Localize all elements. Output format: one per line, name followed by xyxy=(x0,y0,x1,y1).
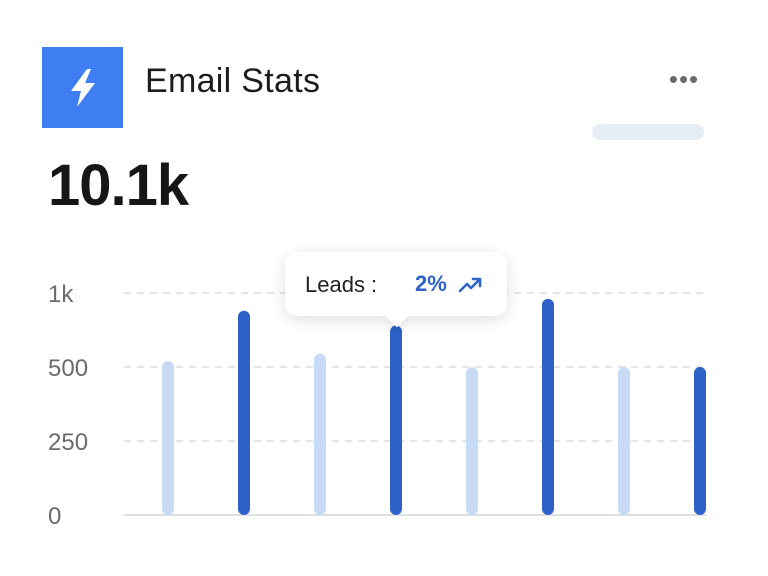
trending-up-icon xyxy=(458,277,482,293)
more-options-button[interactable]: ••• xyxy=(664,64,704,94)
bar[interactable] xyxy=(238,310,250,515)
y-tick-label: 500 xyxy=(48,355,88,382)
y-tick-label: 1k xyxy=(48,281,74,308)
y-tick-label: 250 xyxy=(48,429,88,456)
bar[interactable] xyxy=(390,325,402,515)
bar[interactable] xyxy=(314,353,326,515)
chart-tooltip: Leads : 2% xyxy=(285,252,507,316)
bar[interactable] xyxy=(542,298,554,515)
bar[interactable] xyxy=(466,367,478,515)
placeholder-pill xyxy=(592,124,704,140)
lightning-bolt-icon xyxy=(42,47,123,128)
page-title: Email Stats xyxy=(145,62,321,100)
bar[interactable] xyxy=(618,367,630,515)
bar[interactable] xyxy=(694,367,706,515)
tooltip-label: Leads : xyxy=(305,272,378,297)
summary-value: 10.1k xyxy=(48,153,189,218)
y-tick-label: 0 xyxy=(48,503,61,530)
tooltip-value: 2% xyxy=(415,271,447,296)
more-horizontal-icon: ••• xyxy=(668,63,700,94)
bar[interactable] xyxy=(162,361,174,515)
